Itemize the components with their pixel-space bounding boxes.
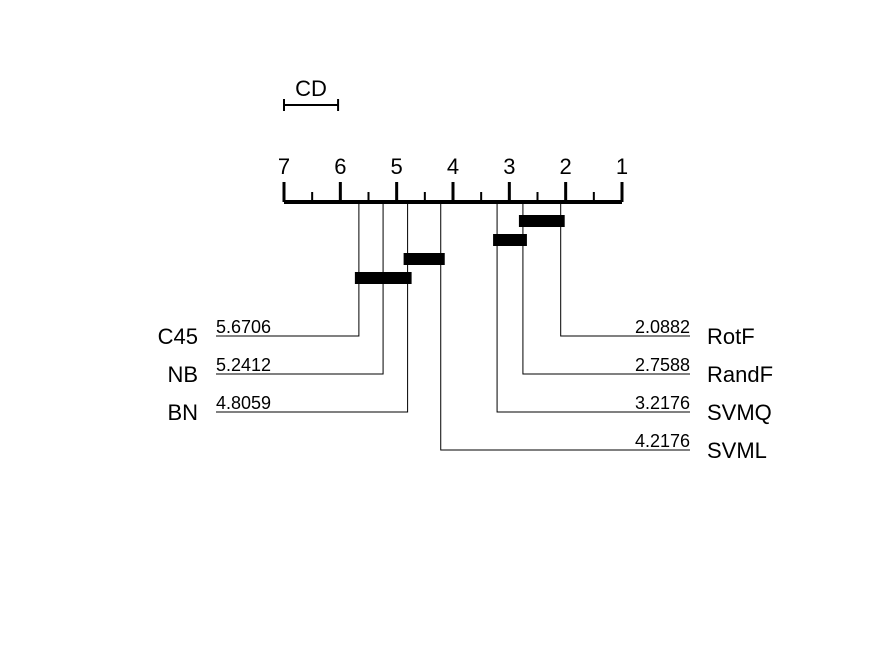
axis-tick-label: 1 [616, 154, 628, 179]
method-connector [216, 202, 384, 375]
method-connector [216, 202, 409, 413]
method-rank-value: 2.7588 [635, 355, 690, 375]
axis-tick-label: 3 [503, 154, 515, 179]
method-connector [496, 202, 690, 413]
axis-tick-label: 2 [560, 154, 572, 179]
cd-label: CD [295, 76, 327, 101]
method-rank-value: 5.2412 [216, 355, 271, 375]
critical-difference-indicator: CD [283, 76, 340, 111]
method-label: RotF [707, 324, 755, 349]
method-label: SVML [707, 438, 767, 463]
method-label: BN [167, 400, 198, 425]
method-rank-value: 4.2176 [635, 431, 690, 451]
method-rank-value: 3.2176 [635, 393, 690, 413]
method-label: RandF [707, 362, 773, 387]
method-connector [522, 202, 690, 375]
method-connector [216, 202, 360, 337]
method-connector [560, 202, 690, 337]
method-label: SVMQ [707, 400, 772, 425]
method-connectors: 5.6706 C45 5.2412 NB 4.8059 BN 2.0882 RotF 2.758… [158, 202, 773, 463]
axis-tick-label: 5 [391, 154, 403, 179]
rank-axis: 7 6 5 4 3 2 1 [278, 154, 628, 204]
axis-tick-label: 6 [334, 154, 346, 179]
axis-tick-label: 4 [447, 154, 459, 179]
method-label: NB [167, 362, 198, 387]
method-rank-value: 5.6706 [216, 317, 271, 337]
clique-bars [354, 215, 565, 284]
axis-tick-label: 7 [278, 154, 290, 179]
method-rank-value: 2.0882 [635, 317, 690, 337]
method-label: C45 [158, 324, 198, 349]
method-connector [440, 202, 690, 451]
method-rank-value: 4.8059 [216, 393, 271, 413]
